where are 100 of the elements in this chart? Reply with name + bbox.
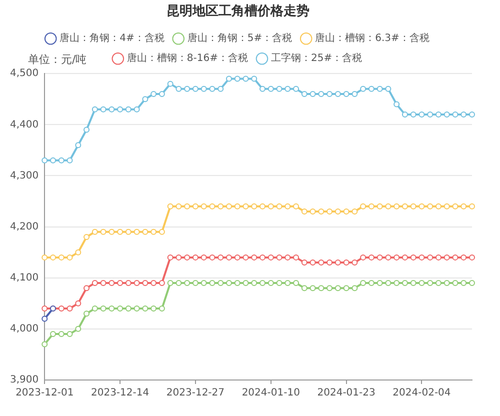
- x-tick-label: 2023-12-27: [166, 388, 225, 399]
- point: [326, 91, 333, 98]
- point: [108, 228, 115, 235]
- point: [75, 142, 82, 148]
- point: [410, 280, 416, 286]
- point: [184, 280, 190, 286]
- point: [402, 254, 408, 260]
- point: [452, 280, 458, 286]
- point: [260, 280, 266, 286]
- point: [150, 91, 157, 98]
- point: [125, 106, 132, 112]
- x-tick-label: 2023-12-01: [16, 388, 74, 399]
- point: [276, 280, 282, 286]
- point: [42, 157, 48, 164]
- point: [427, 280, 434, 286]
- point: [368, 86, 374, 92]
- point: [427, 254, 434, 260]
- point: [117, 228, 124, 235]
- point: [150, 280, 157, 286]
- point: [452, 111, 458, 118]
- point: [435, 111, 442, 118]
- point: [142, 306, 148, 312]
- point: [226, 76, 232, 82]
- point: [293, 86, 300, 92]
- point: [75, 300, 82, 306]
- point: [385, 86, 392, 92]
- point: [184, 86, 190, 92]
- point: [260, 203, 266, 210]
- point: [218, 254, 224, 260]
- point: [469, 254, 475, 260]
- point: [58, 306, 64, 312]
- legend-label: 唐山：槽钢：8-16#：含税: [126, 52, 248, 64]
- point: [460, 111, 467, 118]
- point: [368, 280, 374, 286]
- point: [376, 86, 383, 92]
- point: [242, 280, 249, 286]
- point: [66, 331, 73, 338]
- y-tick-label: 4,400: [10, 119, 39, 130]
- point: [326, 285, 333, 292]
- point: [58, 331, 64, 338]
- point: [268, 280, 274, 286]
- point: [310, 91, 316, 98]
- point: [108, 306, 115, 312]
- point: [444, 111, 450, 118]
- point: [184, 254, 190, 260]
- point: [192, 203, 198, 210]
- chart-title: 昆明地区工角槽价格走势: [166, 3, 310, 20]
- point: [410, 254, 416, 260]
- point: [251, 254, 258, 260]
- point: [343, 260, 350, 266]
- point: [352, 260, 358, 266]
- point: [343, 91, 350, 98]
- point: [66, 254, 73, 260]
- point: [368, 254, 374, 260]
- point: [293, 254, 300, 260]
- point: [402, 280, 408, 286]
- point: [218, 280, 224, 286]
- point: [394, 203, 400, 210]
- x-tick-label: 2023-12-14: [90, 388, 150, 399]
- point: [360, 203, 366, 210]
- point: [394, 280, 400, 286]
- point: [167, 254, 174, 260]
- point: [150, 306, 157, 312]
- point: [125, 306, 132, 312]
- point: [343, 285, 350, 292]
- point: [435, 254, 442, 260]
- point: [134, 228, 140, 235]
- point: [284, 203, 291, 210]
- point: [42, 254, 48, 260]
- point: [158, 91, 165, 98]
- y-tick-label: 4,000: [10, 324, 39, 335]
- point: [334, 285, 341, 292]
- point: [218, 86, 224, 92]
- point: [310, 260, 316, 266]
- point: [418, 203, 425, 210]
- point: [226, 254, 232, 260]
- point: [192, 86, 198, 92]
- point: [192, 254, 198, 260]
- point: [92, 228, 98, 235]
- legend-label: 工字钢：25#：含税: [270, 52, 362, 64]
- point: [125, 228, 132, 235]
- point: [385, 203, 392, 210]
- point: [150, 228, 157, 235]
- point: [108, 280, 115, 286]
- point: [42, 306, 48, 312]
- point: [385, 254, 392, 260]
- point: [376, 280, 383, 286]
- point: [167, 280, 174, 286]
- point: [125, 280, 132, 286]
- point: [310, 208, 316, 214]
- point: [318, 91, 324, 98]
- point: [427, 203, 434, 210]
- point: [469, 111, 475, 118]
- point: [75, 326, 82, 332]
- point: [460, 203, 467, 210]
- point: [251, 280, 258, 286]
- point: [242, 254, 249, 260]
- point: [42, 341, 48, 348]
- point: [176, 280, 182, 286]
- y-axis-title: 单位：元/吨: [28, 52, 87, 66]
